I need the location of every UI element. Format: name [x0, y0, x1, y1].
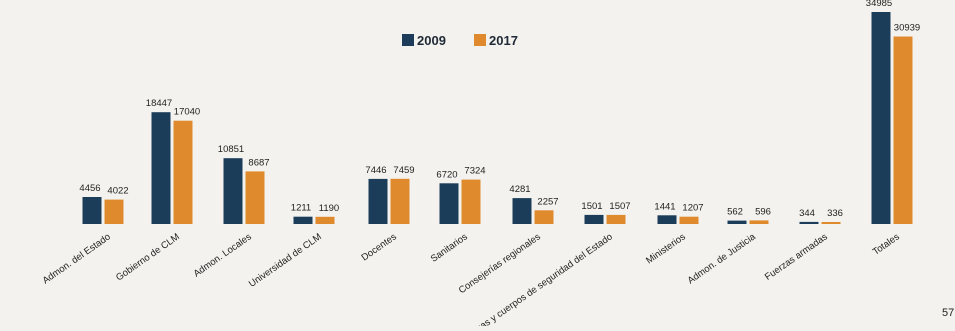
bar-2009-3: [293, 216, 313, 224]
value-label-2009-3: 1211: [291, 203, 311, 214]
bar-2017-0: [104, 199, 124, 224]
value-label-2017-4: 7459: [393, 165, 414, 176]
category-label-11: Totales: [871, 231, 902, 257]
category-label-1: Gobierno de CLM: [114, 231, 182, 283]
bar-2009-5: [439, 183, 459, 224]
bar-2017-1: [173, 120, 193, 224]
value-label-2017-1: 17040: [174, 107, 200, 118]
value-label-2009-10: 344: [799, 208, 815, 219]
bar-2009-2: [223, 158, 243, 224]
bar-2017-6: [534, 210, 554, 224]
legend-label-2017: 2017: [489, 33, 518, 48]
legend: 2009 2017: [402, 33, 518, 48]
bars-group: [82, 12, 913, 224]
value-label-2017-3: 1190: [319, 203, 339, 214]
value-label-2009-8: 1441: [654, 201, 675, 212]
category-label-10: Fuerzas armadas: [763, 231, 830, 283]
value-label-2017-8: 1207: [682, 203, 703, 214]
bar-2009-1: [151, 112, 171, 224]
category-label-4: Docentes: [360, 231, 399, 263]
bar-2009-4: [368, 178, 388, 224]
bar-2009-10: [799, 221, 819, 224]
value-label-2009-11: 34985: [866, 0, 892, 9]
value-label-2009-5: 6720: [436, 169, 457, 180]
value-label-2017-9: 596: [755, 206, 771, 217]
value-label-2009-6: 4281: [509, 184, 530, 195]
value-label-2009-7: 1501: [581, 201, 602, 212]
category-label-2: Admon. Locales: [192, 231, 254, 279]
bar-2017-11: [893, 36, 913, 224]
value-label-2017-11: 30939: [894, 23, 920, 34]
bar-2009-11: [871, 12, 891, 224]
legend-swatch-2009: [402, 34, 414, 46]
value-label-2017-6: 2257: [537, 196, 558, 207]
value-label-2017-0: 4022: [107, 186, 128, 197]
category-label-8: Ministerios: [644, 231, 688, 266]
bar-2009-6: [512, 198, 532, 224]
category-label-3: Universidad de CLM: [247, 231, 324, 289]
value-label-2009-9: 562: [727, 207, 743, 218]
bar-2017-9: [749, 220, 769, 224]
bar-2009-7: [584, 214, 604, 224]
value-label-2017-7: 1507: [609, 201, 630, 212]
bar-2009-8: [657, 215, 677, 224]
legend-label-2009: 2009: [417, 33, 446, 48]
value-label-2009-0: 4456: [79, 183, 100, 194]
bar-2017-10: [821, 222, 841, 224]
category-labels-group: Admon. del Estado Gobierno de CLM Admon. L…: [41, 231, 902, 331]
category-label-9: Admon. de Justicia: [686, 231, 759, 286]
value-label-2017-2: 8687: [248, 157, 269, 168]
category-label-5: Sanitarios: [429, 231, 470, 264]
value-label-2009-4: 7446: [365, 165, 386, 176]
bar-2009-9: [727, 220, 747, 224]
legend-swatch-2017: [474, 34, 486, 46]
page-number: 57: [942, 307, 954, 319]
bar-2017-4: [390, 178, 410, 224]
value-label-2017-5: 7324: [464, 166, 485, 177]
bar-2017-5: [461, 179, 481, 224]
value-label-2009-1: 18447: [146, 98, 172, 109]
category-label-0: Admon. del Estado: [41, 231, 113, 286]
bar-2017-3: [315, 216, 335, 224]
bar-2017-7: [606, 214, 626, 224]
value-label-2017-10: 336: [827, 208, 843, 219]
bar-2017-8: [679, 216, 699, 224]
value-label-2009-2: 10851: [218, 144, 244, 155]
bar-2017-2: [245, 171, 265, 224]
bar-2009-0: [82, 197, 102, 224]
